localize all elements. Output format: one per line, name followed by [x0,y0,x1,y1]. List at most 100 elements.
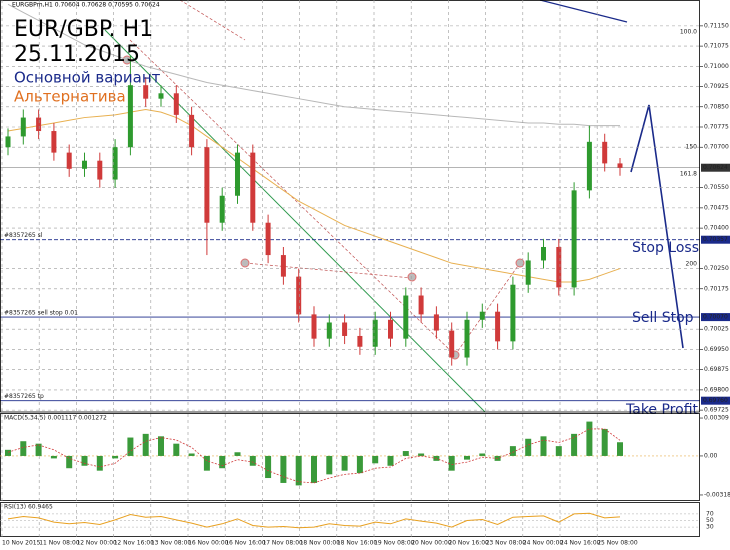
pane-border [0,0,700,413]
y-tick-label: 0.00 [704,452,718,459]
candle-body [510,284,516,342]
candle-body [173,93,179,115]
trend-line [104,29,486,412]
legend-entry: Основной вариант [14,69,161,87]
candle-body [464,319,470,358]
candle-body [20,117,26,137]
candle-body [5,136,11,148]
macd-bar [555,446,562,456]
macd-bar [509,446,516,456]
y-tick-label: 0.70475 [704,204,729,211]
candle-body [602,141,608,164]
candle-body [66,152,72,169]
macd-bar [280,455,287,483]
y-tick-label: 0.71075 [704,43,729,50]
x-tick-label: 10 Nov 2015 [2,540,41,547]
macd-bar [326,455,333,475]
y-tick-label: 0.70550 [704,184,729,191]
candle-body [495,311,501,342]
candle-body [51,131,57,153]
y-tick-label: 0.71000 [704,63,729,70]
x-tick-label: 16 Nov 00:00 [188,540,229,547]
macd-bar [479,453,486,456]
candle-body [403,295,409,339]
macd-bar [112,455,119,459]
price-label: 0.69760 [703,397,728,404]
y-tick-label: 0.70175 [704,285,729,292]
candle-body [326,322,332,339]
y-tick-label: -0.00318 [704,491,730,498]
x-tick-label: 12 Nov 16:00 [114,540,155,547]
macd-bar [35,443,42,456]
macd-bar [571,433,578,456]
macd-bar [5,449,11,456]
annotation: Stop Loss [632,240,699,256]
header: EURGBPm,H1 0.70604 0.70628 0.70595 0.706… [12,2,160,9]
candle-body [296,276,302,315]
macd-bar [142,433,149,456]
candle-body [158,93,164,99]
candle-body [479,311,485,320]
trade-tag: #8357265 sl [4,232,43,239]
macd-bar [81,455,88,466]
pane-border [0,413,700,501]
macd-bar [601,428,608,456]
macd-bar [341,455,348,471]
macd-bar [356,455,363,474]
macd-bar [234,452,241,456]
x-tick-label: 12 Nov 00:00 [76,540,117,547]
candle-body [571,190,577,288]
title: EUR/GBP. H1 [14,17,153,42]
y-tick-label: 0.69950 [704,346,729,353]
x-tick-label: 25 Nov 08:00 [597,540,638,547]
x-tick-label: 18 Nov 16:00 [337,540,378,547]
price-box [701,163,730,172]
candle-body [433,314,439,331]
candle-body [586,141,592,191]
y-tick-label: 0.70250 [704,265,729,272]
signal-line [7,428,621,484]
pane-border [0,502,700,537]
macd-bar [188,453,195,456]
x-tick-label: 24 Nov 00:00 [523,540,564,547]
macd-bar [203,455,210,471]
y-tick-label: 0.71150 [704,22,729,29]
macd-bar [219,455,226,469]
dashed-line [129,39,456,356]
macd-bar [586,421,593,456]
candle-body [82,160,87,169]
candle-body [235,152,240,196]
y-tick-label: 0.69800 [704,386,729,393]
macd-bar [464,455,470,460]
candle-body [525,260,531,285]
price-pane [0,0,700,412]
y-tick-label: 0.70025 [704,326,729,333]
trade-tag: #8357265 sell stop 0.01 [4,310,78,317]
x-tick-label: 11 Nov 08:00 [39,540,80,547]
legend-entry: Альтернатива [14,88,126,106]
x-tick-label: 16 Nov 16:00 [225,540,266,547]
candle-body [357,335,363,347]
candle-body [372,319,378,347]
candle-body [418,295,424,315]
candle-body [449,330,455,358]
price-box [701,235,730,244]
candle-body [112,147,118,180]
dashed-line [179,0,246,41]
candle-body [342,322,348,336]
annotation: Take Profit [625,402,699,418]
y-tick-label: 50 [706,517,714,524]
subtitle: 25.11.2015 [14,42,140,67]
price-label: 0.70357 [703,236,728,243]
macd-bar [127,437,134,456]
y-tick-label: 0.69875 [704,366,729,373]
x-tick-label: 20 Nov 00:00 [411,540,452,547]
macd-bar [249,455,256,466]
y-tick-label: 30 [706,524,714,531]
candle-body [97,160,103,180]
fib-label: 150 [686,143,698,150]
macd-bar [372,455,379,464]
forecast-line [630,104,684,349]
macd-bar [66,455,73,469]
